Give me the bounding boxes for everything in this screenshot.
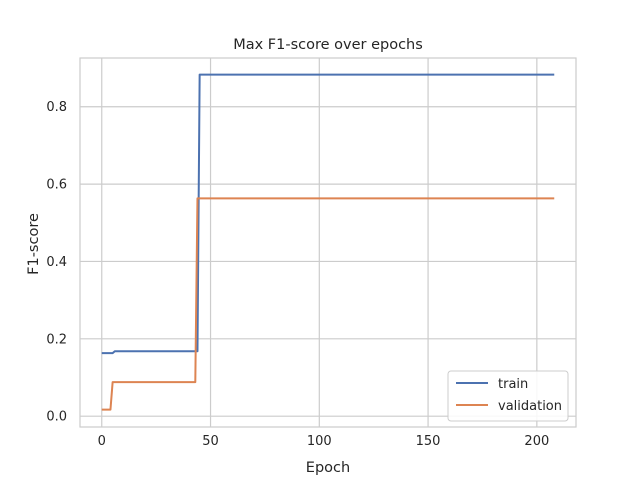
y-tick-label: 0.8 — [46, 100, 67, 115]
x-tick-label: 0 — [98, 434, 106, 449]
y-axis-label: F1-score — [26, 213, 42, 275]
y-tick-label: 0.2 — [46, 332, 67, 347]
y-tick-label: 0.6 — [46, 178, 67, 193]
series-line-train — [101, 73, 555, 355]
x-tick-label: 100 — [307, 434, 332, 449]
series-line-validation — [101, 197, 555, 411]
x-tick-label: 150 — [416, 434, 441, 449]
x-tick-label: 50 — [202, 434, 219, 449]
x-tick-label: 200 — [524, 434, 549, 449]
chart-title: Max F1-score over epochs — [233, 37, 423, 53]
y-tick-label: 0.0 — [46, 410, 67, 425]
grid-layer — [80, 58, 576, 427]
plot-frame — [79, 57, 577, 428]
y-tick-label: 0.4 — [46, 255, 67, 270]
tick-label-layer: 0 50 100 150 200 0.0 0.2 0.4 0.6 0.8 — [46, 100, 549, 449]
legend-label-validation: validation — [498, 399, 562, 414]
legend: train validation — [447, 370, 569, 422]
legend-label-train: train — [498, 377, 528, 392]
series-layer — [101, 73, 555, 411]
x-axis-label: Epoch — [306, 460, 350, 476]
